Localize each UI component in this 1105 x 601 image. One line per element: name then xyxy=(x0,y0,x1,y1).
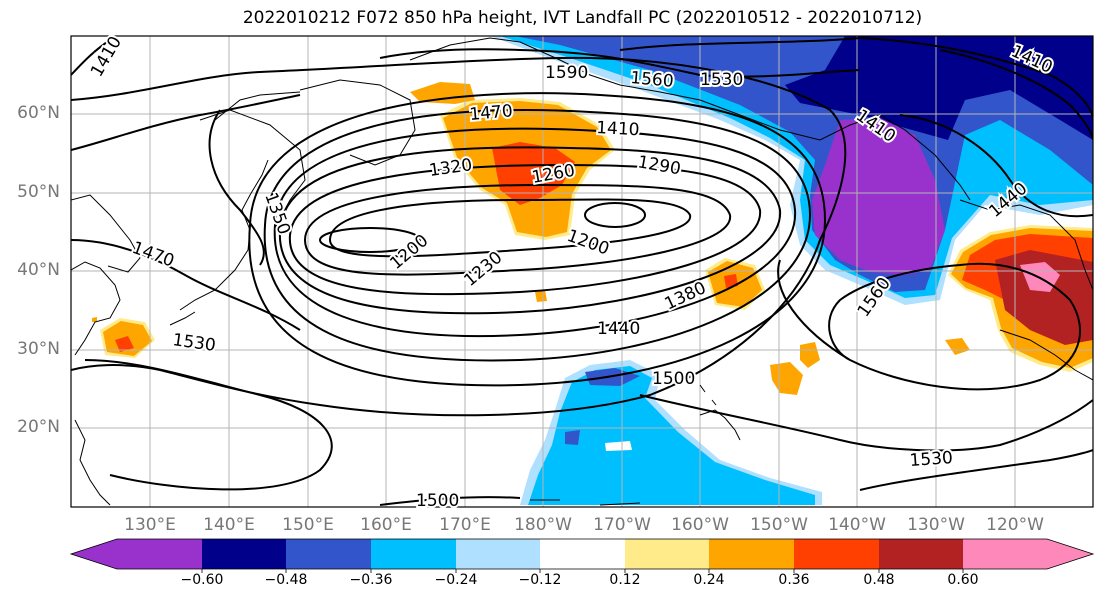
colorbar-swatch xyxy=(625,539,710,569)
lon-label: 140°E xyxy=(203,515,255,535)
lat-label: 40°N xyxy=(17,260,60,280)
contour-label: 1320 xyxy=(428,155,474,181)
positive-region-small xyxy=(770,362,803,395)
colorbar xyxy=(69,538,1095,573)
contour-label: 1530 xyxy=(171,330,217,356)
colorbar-tick-label: −0.24 xyxy=(434,572,478,588)
colorbar-tick-label: 0.12 xyxy=(609,572,641,588)
lon-label: 130°W xyxy=(907,515,965,535)
map-frame xyxy=(70,35,1094,508)
lon-label: 170°W xyxy=(593,515,651,535)
colorbar-tick-label: −0.60 xyxy=(180,572,224,588)
colorbar-tick-label: −0.48 xyxy=(264,572,308,588)
colorbar-swatch xyxy=(709,539,795,569)
colorbar-tick-label: 0.36 xyxy=(778,572,810,588)
colorbar-tick-label: −0.36 xyxy=(349,572,393,588)
contour-label: 1500 xyxy=(652,369,695,389)
colorbar-swatch xyxy=(456,539,541,569)
contour-label: 1470 xyxy=(129,238,176,272)
contour-label: 1530 xyxy=(700,70,743,90)
lon-label: 120°W xyxy=(986,515,1044,535)
colorbar-extend-high xyxy=(1047,539,1093,569)
colorbar-swatch xyxy=(879,539,964,569)
lon-label: 160°E xyxy=(360,515,412,535)
lon-label: 150°E xyxy=(282,515,334,535)
positive-region-north xyxy=(410,82,475,104)
contour-label: 1530 xyxy=(909,448,954,471)
contour-label: 1470 xyxy=(469,101,514,125)
lon-label: 180°W xyxy=(514,515,572,535)
negative-region-sub xyxy=(528,366,815,505)
colorbar-swatch xyxy=(540,539,626,569)
colorbar-tick-label: 0.24 xyxy=(693,572,725,588)
height-contours xyxy=(71,36,1093,506)
lon-label: 140°W xyxy=(828,515,886,535)
colorbar-tick-label: 0.48 xyxy=(863,572,895,588)
contour-label: 1410 xyxy=(87,33,126,80)
colorbar-swatch xyxy=(202,539,287,569)
positive-region-small xyxy=(945,338,970,355)
negative-region-sub xyxy=(565,430,580,445)
lat-label: 30°N xyxy=(17,339,60,359)
positive-region-central xyxy=(492,142,575,205)
colorbar-tick-label: −0.12 xyxy=(518,572,562,588)
lon-label: 150°W xyxy=(750,515,808,535)
positive-region-small xyxy=(535,290,547,302)
contour-label: 1290 xyxy=(636,152,682,179)
contour-label: 1410 xyxy=(596,118,640,140)
positive-region-west xyxy=(115,336,134,352)
negative-region-sub xyxy=(605,441,632,451)
contour-label: 1500 xyxy=(416,491,459,511)
lon-label: 160°W xyxy=(671,515,729,535)
lon-label: 130°E xyxy=(124,515,176,535)
colorbar-swatch xyxy=(963,539,1048,569)
map-title: 2022010212 F072 850 hPa height, IVT Land… xyxy=(242,8,923,28)
positive-region-small xyxy=(800,342,820,368)
colorbar-swatch xyxy=(286,539,372,569)
lat-label: 50°N xyxy=(17,182,60,202)
colorbar-swatch xyxy=(117,539,203,569)
colorbar-outline xyxy=(69,538,1095,570)
contour-label: 1200 xyxy=(564,226,611,260)
colorbar-extend-low xyxy=(71,539,117,569)
lat-label: 60°N xyxy=(17,103,60,123)
contour-label: 1440 xyxy=(597,319,640,339)
contour-label: 1590 xyxy=(545,63,588,83)
positive-region-east xyxy=(995,250,1093,345)
contour-label: 1200 xyxy=(386,231,432,274)
lon-label: 170°E xyxy=(439,515,491,535)
lat-label: 20°N xyxy=(17,417,60,437)
colorbar-swatch xyxy=(794,539,880,569)
positive-region-west xyxy=(92,317,97,322)
colorbar-tick-label: 0.60 xyxy=(947,572,979,588)
contour-label: 1560 xyxy=(630,68,675,92)
colorbar-swatch xyxy=(371,539,457,569)
